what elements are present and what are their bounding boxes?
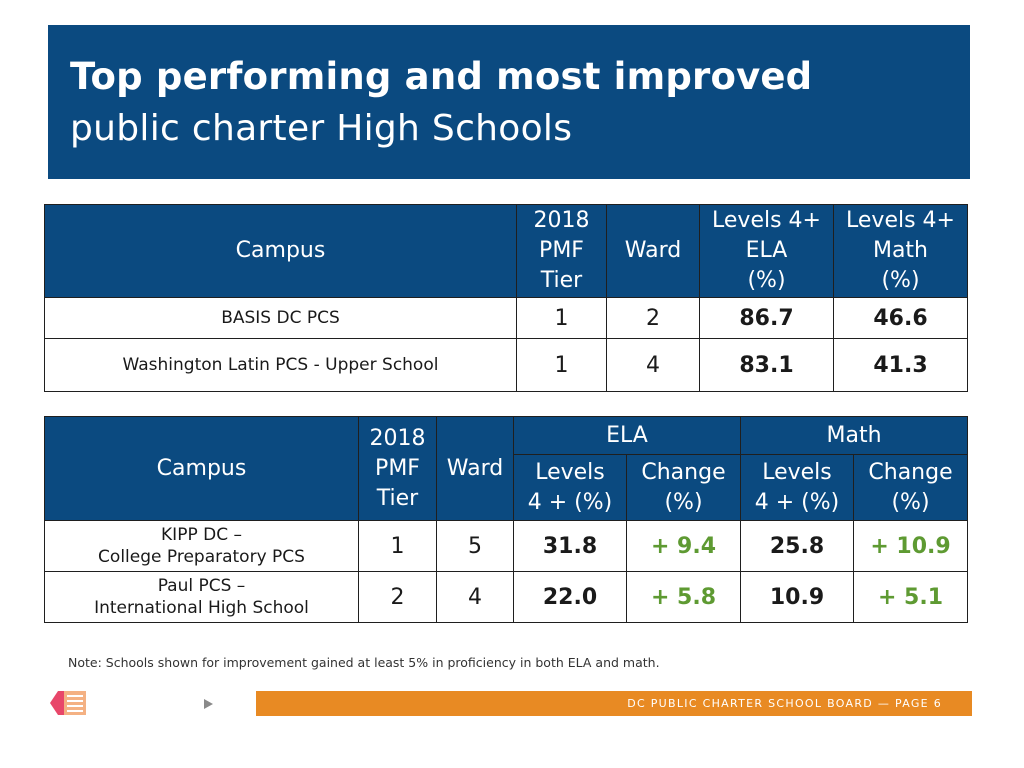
ward: 2 bbox=[606, 297, 700, 339]
ela-change: + 5.8 bbox=[626, 571, 741, 623]
pencil-icon bbox=[50, 691, 86, 715]
header-math: Levels 4+ Math (%) bbox=[833, 204, 968, 298]
footnote: Note: Schools shown for improvement gain… bbox=[68, 655, 660, 670]
header-campus: Campus bbox=[44, 204, 517, 298]
header-ela-levels: Levels 4 + (%) bbox=[513, 454, 627, 521]
table-row: KIPP DC – College Preparatory PCS 1 5 31… bbox=[44, 520, 969, 572]
title-banner: Top performing and most improved public … bbox=[48, 25, 970, 179]
header-pmf-tier: 2018 PMF Tier bbox=[358, 416, 437, 521]
table-row: Paul PCS – International High School 2 4… bbox=[44, 571, 969, 623]
header-math-levels: Levels 4 + (%) bbox=[740, 454, 854, 521]
ela-level: 31.8 bbox=[513, 520, 627, 572]
table-row: BASIS DC PCS 1 2 86.7 46.6 bbox=[44, 297, 968, 339]
header-math-group: Math bbox=[739, 416, 969, 455]
ela-level: 83.1 bbox=[699, 338, 834, 392]
math-level: 25.8 bbox=[740, 520, 854, 572]
ward: 4 bbox=[436, 571, 514, 623]
page-title: Top performing and most improved bbox=[70, 55, 813, 98]
top-performing-table: Campus 2018 PMF Tier Ward Levels 4+ ELA … bbox=[44, 204, 968, 392]
footer-text: DC PUBLIC CHARTER SCHOOL BOARD — PAGE 6 bbox=[627, 697, 942, 710]
campus-name: KIPP DC – College Preparatory PCS bbox=[44, 520, 359, 572]
header-ward: Ward bbox=[606, 204, 700, 298]
header-campus: Campus bbox=[44, 416, 359, 521]
math-change: + 10.9 bbox=[852, 520, 969, 572]
campus-name: Paul PCS – International High School bbox=[44, 571, 359, 623]
math-change: + 5.1 bbox=[852, 571, 969, 623]
pmf-tier: 2 bbox=[358, 571, 437, 623]
campus-name: BASIS DC PCS bbox=[44, 297, 517, 339]
most-improved-table: Campus 2018 PMF Tier Ward ELA Math Level… bbox=[44, 416, 969, 623]
header-ela-change: Change (%) bbox=[626, 454, 741, 521]
table-row: Washington Latin PCS - Upper School 1 4 … bbox=[44, 338, 968, 392]
ward: 4 bbox=[606, 338, 700, 392]
header-ward: Ward bbox=[436, 416, 514, 521]
footer-bar: DC PUBLIC CHARTER SCHOOL BOARD — PAGE 6 bbox=[256, 691, 972, 716]
campus-name: Washington Latin PCS - Upper School bbox=[44, 338, 517, 392]
math-level: 41.3 bbox=[833, 338, 968, 392]
header-pmf-tier: 2018 PMF Tier bbox=[516, 204, 607, 298]
pmf-tier: 1 bbox=[358, 520, 437, 572]
pmf-tier: 1 bbox=[516, 297, 607, 339]
ward: 5 bbox=[436, 520, 514, 572]
play-arrow-icon bbox=[204, 699, 213, 709]
math-level: 10.9 bbox=[740, 571, 854, 623]
math-level: 46.6 bbox=[833, 297, 968, 339]
header-math-change: Change (%) bbox=[852, 454, 969, 521]
page-subtitle: public charter High Schools bbox=[70, 108, 573, 149]
ela-level: 22.0 bbox=[513, 571, 627, 623]
ela-change: + 9.4 bbox=[626, 520, 741, 572]
ela-level: 86.7 bbox=[699, 297, 834, 339]
header-ela: Levels 4+ ELA (%) bbox=[699, 204, 834, 298]
header-ela-group: ELA bbox=[513, 416, 741, 455]
pmf-tier: 1 bbox=[516, 338, 607, 392]
